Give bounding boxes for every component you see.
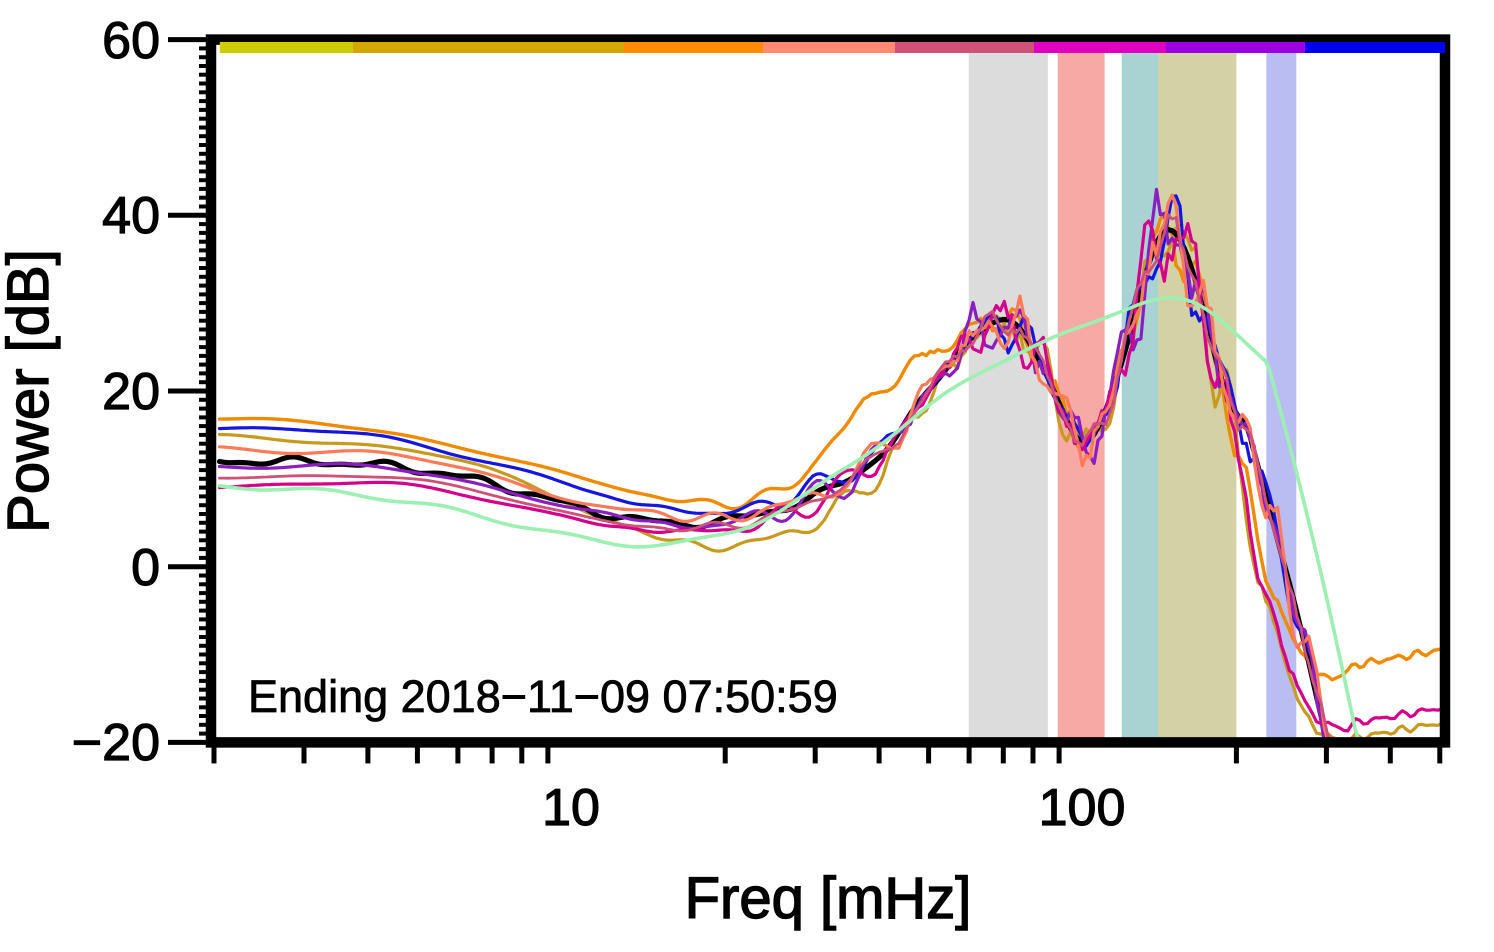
svg-text:Power [dB]: Power [dB]	[0, 249, 61, 533]
svg-text:Freq [mHz]: Freq [mHz]	[685, 866, 972, 931]
svg-text:40: 40	[102, 187, 160, 245]
svg-text:0: 0	[131, 539, 160, 597]
svg-text:−20: −20	[72, 714, 160, 772]
svg-text:20: 20	[102, 363, 160, 421]
svg-text:Ending 2018−11−09 07:50:59: Ending 2018−11−09 07:50:59	[248, 671, 838, 722]
svg-text:60: 60	[102, 12, 160, 70]
svg-text:100: 100	[1039, 779, 1126, 837]
svg-text:10: 10	[542, 779, 600, 837]
